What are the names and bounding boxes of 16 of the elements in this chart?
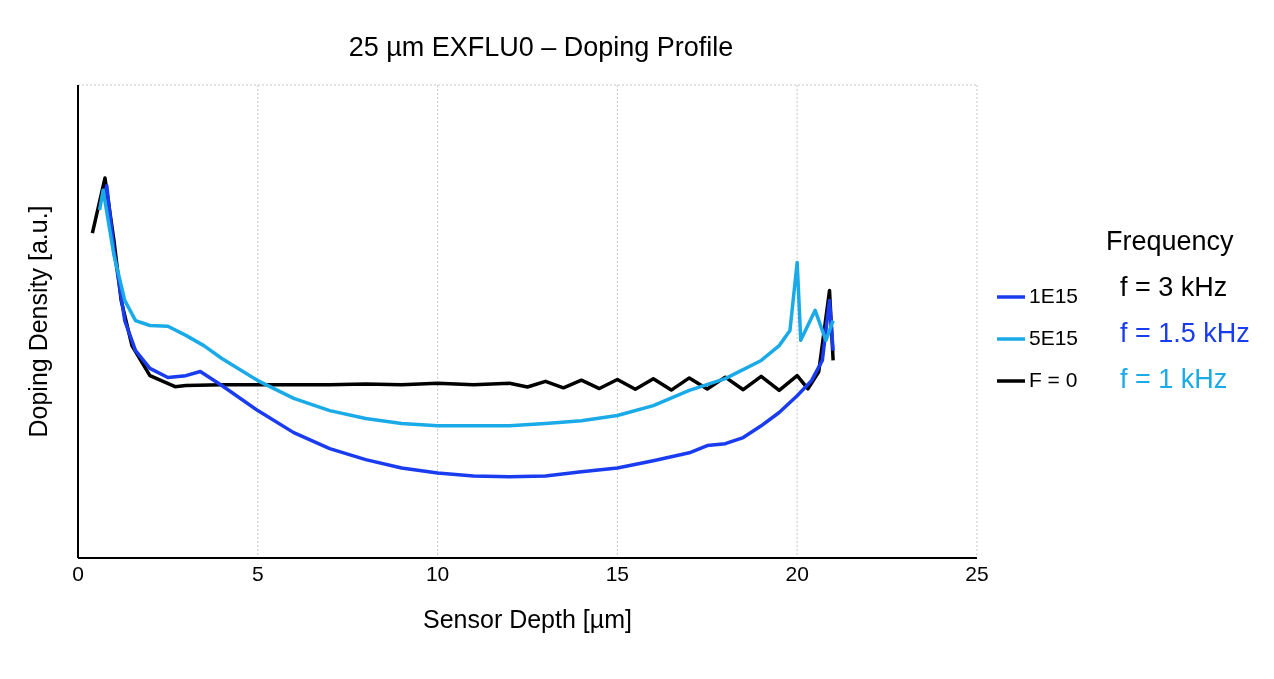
text: f = 1 kHz	[1119, 363, 1229, 396]
text: f = 1.5 kHz	[1119, 317, 1250, 350]
legend-label: F = 0	[1028, 368, 1078, 391]
text: f = 3 kHz	[1119, 271, 1229, 304]
x-tick-label: 25	[965, 561, 989, 585]
x-tick-label: 10	[425, 561, 450, 585]
x-axis-title: Sensor Depth [µm]	[423, 605, 632, 633]
x-tick-label: 0	[72, 561, 84, 585]
x-tick-label: 5	[251, 561, 264, 585]
x-tick-label: 20	[785, 561, 809, 585]
legend-label: 5E15	[1028, 326, 1078, 349]
chart-title: 25 µm EXFLU0 – Doping Profile	[347, 32, 735, 63]
x-tick-label: 15	[605, 561, 630, 585]
y-axis-title: Doping Density [a.u.]	[23, 205, 52, 438]
text: Frequency	[1106, 225, 1235, 258]
legend-label: 1E15	[1028, 284, 1078, 307]
